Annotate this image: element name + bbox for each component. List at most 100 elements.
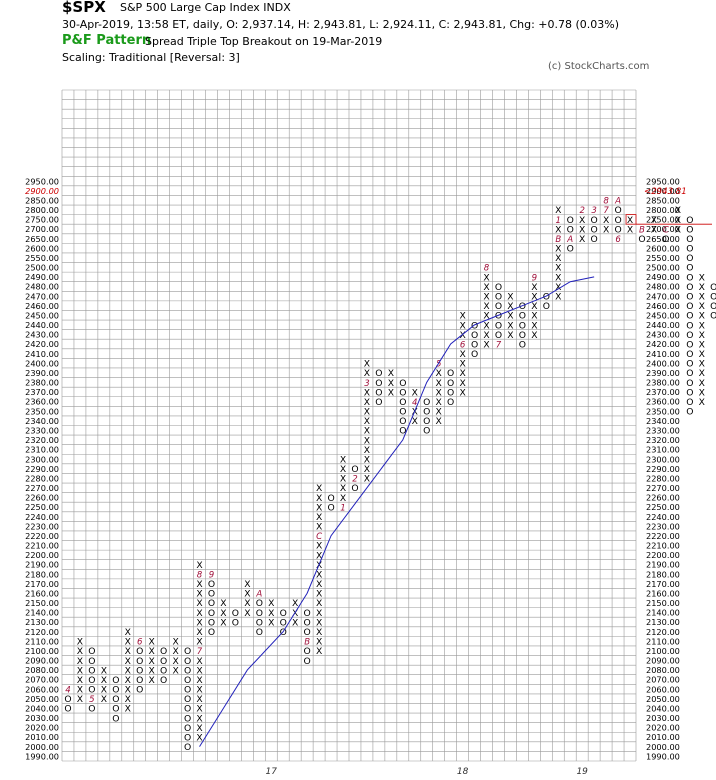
year-label: 19 xyxy=(576,767,588,777)
x-box: X xyxy=(531,301,537,312)
y-tick-label-left: 2080.00 xyxy=(25,665,59,675)
x-box: X xyxy=(149,637,155,648)
y-tick-label-left: 2440.00 xyxy=(25,320,59,330)
x-box: X xyxy=(507,291,513,302)
o-box: O xyxy=(184,694,191,705)
y-tick-label-left: 2290.00 xyxy=(25,464,59,474)
month-marker: 6 xyxy=(460,340,466,350)
x-box: X xyxy=(555,282,561,293)
o-box: O xyxy=(519,320,526,331)
y-tick-label-left: 2130.00 xyxy=(25,617,59,627)
y-tick-label-left: 2330.00 xyxy=(25,425,59,435)
y-tick-label-right: 2220.00 xyxy=(646,531,680,541)
y-tick-label-left: 2140.00 xyxy=(25,608,59,618)
o-box: O xyxy=(495,330,502,341)
o-box: O xyxy=(208,589,215,600)
month-marker: 1 xyxy=(340,503,345,513)
o-box: O xyxy=(399,416,406,427)
x-box: X xyxy=(268,598,274,609)
y-tick-label-left: 2480.00 xyxy=(25,282,59,292)
month-marker: 7 xyxy=(603,206,609,216)
y-tick-label-right: 2900.00 xyxy=(646,186,680,196)
o-box: O xyxy=(686,234,693,245)
x-box: X xyxy=(316,502,322,513)
y-tick-label-left: 2350.00 xyxy=(25,406,59,416)
x-box: X xyxy=(675,205,681,216)
x-box: X xyxy=(316,493,322,504)
o-box: O xyxy=(614,205,621,216)
x-box: X xyxy=(364,359,370,370)
y-tick-label-left: 2000.00 xyxy=(25,742,59,752)
symbol: $SPX xyxy=(62,0,106,16)
o-box: O xyxy=(686,263,693,274)
o-box: O xyxy=(184,665,191,676)
x-box: X xyxy=(699,282,705,293)
o-box: O xyxy=(638,234,645,245)
o-box: O xyxy=(112,685,119,696)
o-box: O xyxy=(375,368,382,379)
y-tick-label-left: 2420.00 xyxy=(25,339,59,349)
y-tick-label-right: 2170.00 xyxy=(646,579,680,589)
x-box: X xyxy=(244,608,250,619)
o-box: O xyxy=(351,464,358,475)
x-box: X xyxy=(627,224,633,235)
o-box: O xyxy=(399,387,406,398)
o-box: O xyxy=(280,608,287,619)
y-tick-label-right: 2330.00 xyxy=(646,425,680,435)
month-marker: 2 xyxy=(579,206,584,216)
y-tick-label-right: 2270.00 xyxy=(646,483,680,493)
x-box: X xyxy=(579,215,585,226)
y-tick-label-right: 2040.00 xyxy=(646,703,680,713)
index-name: S&P 500 Large Cap Index INDX xyxy=(120,1,291,14)
x-box: X xyxy=(507,330,513,341)
x-box: X xyxy=(699,378,705,389)
x-box: X xyxy=(436,368,442,379)
month-marker: 8 xyxy=(603,197,609,207)
o-box: O xyxy=(519,339,526,350)
y-tick-label-left: 2950.00 xyxy=(25,176,59,186)
o-box: O xyxy=(710,311,716,322)
x-box: X xyxy=(459,368,465,379)
o-box: O xyxy=(423,407,430,418)
y-tick-label-left: 2260.00 xyxy=(25,493,59,503)
y-tick-label-right: 2060.00 xyxy=(646,684,680,694)
month-marker: 4 xyxy=(412,398,417,408)
y-tick-label-right: 2800.00 xyxy=(646,205,680,215)
x-box: X xyxy=(316,646,322,657)
o-box: O xyxy=(686,272,693,283)
o-box: O xyxy=(686,397,693,408)
y-tick-label-right: 2650.00 xyxy=(646,234,680,244)
o-box: O xyxy=(208,617,215,628)
x-box: X xyxy=(220,608,226,619)
x-box: X xyxy=(388,378,394,389)
month-marker: A xyxy=(566,235,573,245)
o-box: O xyxy=(567,224,574,235)
o-box: O xyxy=(471,349,478,360)
x-box: X xyxy=(483,320,489,331)
o-box: O xyxy=(160,675,167,686)
y-tick-label-right: 2140.00 xyxy=(646,608,680,618)
o-box: O xyxy=(88,646,95,657)
o-box: O xyxy=(686,378,693,389)
x-box: X xyxy=(316,550,322,561)
o-box: O xyxy=(471,330,478,341)
o-box: O xyxy=(614,224,621,235)
month-marker: 9 xyxy=(209,570,214,580)
y-tick-label-left: 2390.00 xyxy=(25,368,59,378)
o-box: O xyxy=(375,378,382,389)
y-tick-label-right: 2320.00 xyxy=(646,435,680,445)
o-box: O xyxy=(686,282,693,293)
x-box: X xyxy=(603,224,609,235)
y-tick-label-right: 2850.00 xyxy=(646,195,680,205)
x-box: X xyxy=(244,598,250,609)
x-box: X xyxy=(125,656,131,667)
x-box: X xyxy=(316,512,322,523)
y-tick-label-right: 2160.00 xyxy=(646,588,680,598)
x-box: X xyxy=(340,464,346,475)
x-box: X xyxy=(459,330,465,341)
x-box: X xyxy=(196,704,202,715)
o-box: O xyxy=(280,617,287,628)
o-box: O xyxy=(519,311,526,322)
x-box: X xyxy=(172,637,178,648)
x-box: X xyxy=(507,320,513,331)
